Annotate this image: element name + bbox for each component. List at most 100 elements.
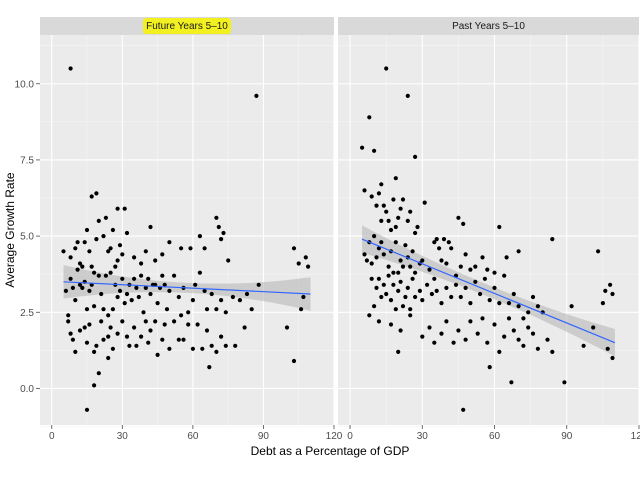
data-point — [393, 240, 398, 245]
data-point — [223, 310, 228, 315]
data-point — [219, 298, 224, 303]
facet-strip-title: Past Years 5–10 — [452, 21, 525, 32]
data-point — [110, 307, 115, 312]
data-point — [77, 282, 83, 287]
data-point — [214, 307, 219, 312]
data-point — [188, 246, 193, 251]
data-point — [221, 230, 226, 236]
data-point — [132, 276, 137, 281]
y-tick-label: 10.0 — [15, 79, 35, 90]
data-point — [458, 294, 463, 300]
data-point — [223, 343, 228, 348]
data-point — [172, 319, 177, 324]
data-point — [379, 218, 384, 223]
data-point — [413, 294, 418, 300]
data-point — [73, 349, 78, 354]
data-point — [209, 291, 214, 297]
data-point — [408, 313, 413, 318]
data-point — [516, 337, 521, 342]
facet-strip — [338, 17, 639, 35]
data-point — [432, 276, 437, 281]
data-point — [117, 288, 123, 293]
data-point — [379, 240, 384, 245]
data-point — [299, 307, 304, 312]
data-point — [84, 407, 90, 412]
data-point — [603, 288, 608, 293]
data-point — [492, 270, 497, 275]
data-point — [420, 258, 425, 263]
data-point — [296, 261, 301, 266]
data-point — [143, 319, 148, 324]
data-point — [132, 255, 137, 260]
data-point — [172, 273, 177, 278]
data-point — [80, 285, 85, 290]
data-point — [66, 319, 71, 324]
data-point — [388, 298, 394, 303]
data-point — [148, 224, 153, 230]
data-point — [143, 249, 148, 254]
data-point — [393, 224, 398, 230]
data-point — [129, 298, 134, 303]
data-point — [550, 237, 555, 242]
data-point — [473, 264, 478, 269]
data-point — [516, 249, 521, 254]
data-point — [362, 188, 367, 193]
data-point — [146, 340, 151, 345]
data-point — [82, 325, 87, 330]
x-tick-label: 30 — [117, 431, 129, 442]
data-point — [306, 264, 311, 269]
data-point — [516, 304, 521, 309]
facet-strip-highlight — [143, 18, 231, 34]
data-point — [284, 325, 290, 330]
data-point — [68, 331, 73, 336]
data-point — [417, 288, 422, 293]
data-point — [167, 240, 172, 245]
data-point — [101, 337, 106, 342]
data-point — [396, 270, 401, 275]
data-point — [439, 258, 444, 263]
y-axis-title: Average Growth Rate — [3, 172, 17, 287]
data-point — [106, 249, 111, 254]
data-point — [429, 291, 434, 297]
data-point — [134, 343, 139, 348]
data-point — [89, 194, 94, 199]
data-point — [444, 285, 449, 290]
data-point — [485, 340, 490, 345]
data-point — [115, 206, 120, 211]
data-point — [237, 298, 242, 303]
data-point — [415, 224, 420, 230]
data-point — [230, 294, 235, 300]
data-point — [468, 267, 473, 272]
data-point — [254, 93, 259, 98]
data-point — [108, 325, 113, 330]
data-point — [101, 234, 106, 239]
y-tick-label: 5.0 — [20, 232, 34, 243]
data-point — [219, 334, 224, 339]
data-point — [372, 304, 377, 309]
data-point — [66, 313, 71, 318]
data-point — [153, 258, 158, 263]
data-point — [193, 282, 198, 287]
x-axes: 0 30 60 90 120 0 30 60 90 120 — [49, 425, 640, 442]
x-axis-panel-1: 0 30 60 90 120 — [49, 425, 343, 442]
data-point — [167, 346, 172, 351]
data-point — [73, 246, 78, 251]
data-point — [386, 264, 391, 269]
data-point — [432, 340, 437, 345]
data-point — [506, 301, 512, 306]
data-point — [376, 276, 381, 281]
data-point — [122, 301, 127, 306]
data-point — [398, 279, 403, 284]
data-point — [94, 191, 99, 196]
data-point — [381, 282, 386, 287]
data-point — [68, 66, 73, 71]
data-point — [408, 307, 413, 312]
data-point — [244, 291, 250, 297]
data-point — [120, 252, 125, 257]
data-point — [92, 349, 97, 354]
regression-line — [361, 238, 616, 344]
data-point — [405, 218, 410, 223]
data-point — [497, 224, 502, 230]
data-point — [372, 234, 377, 239]
